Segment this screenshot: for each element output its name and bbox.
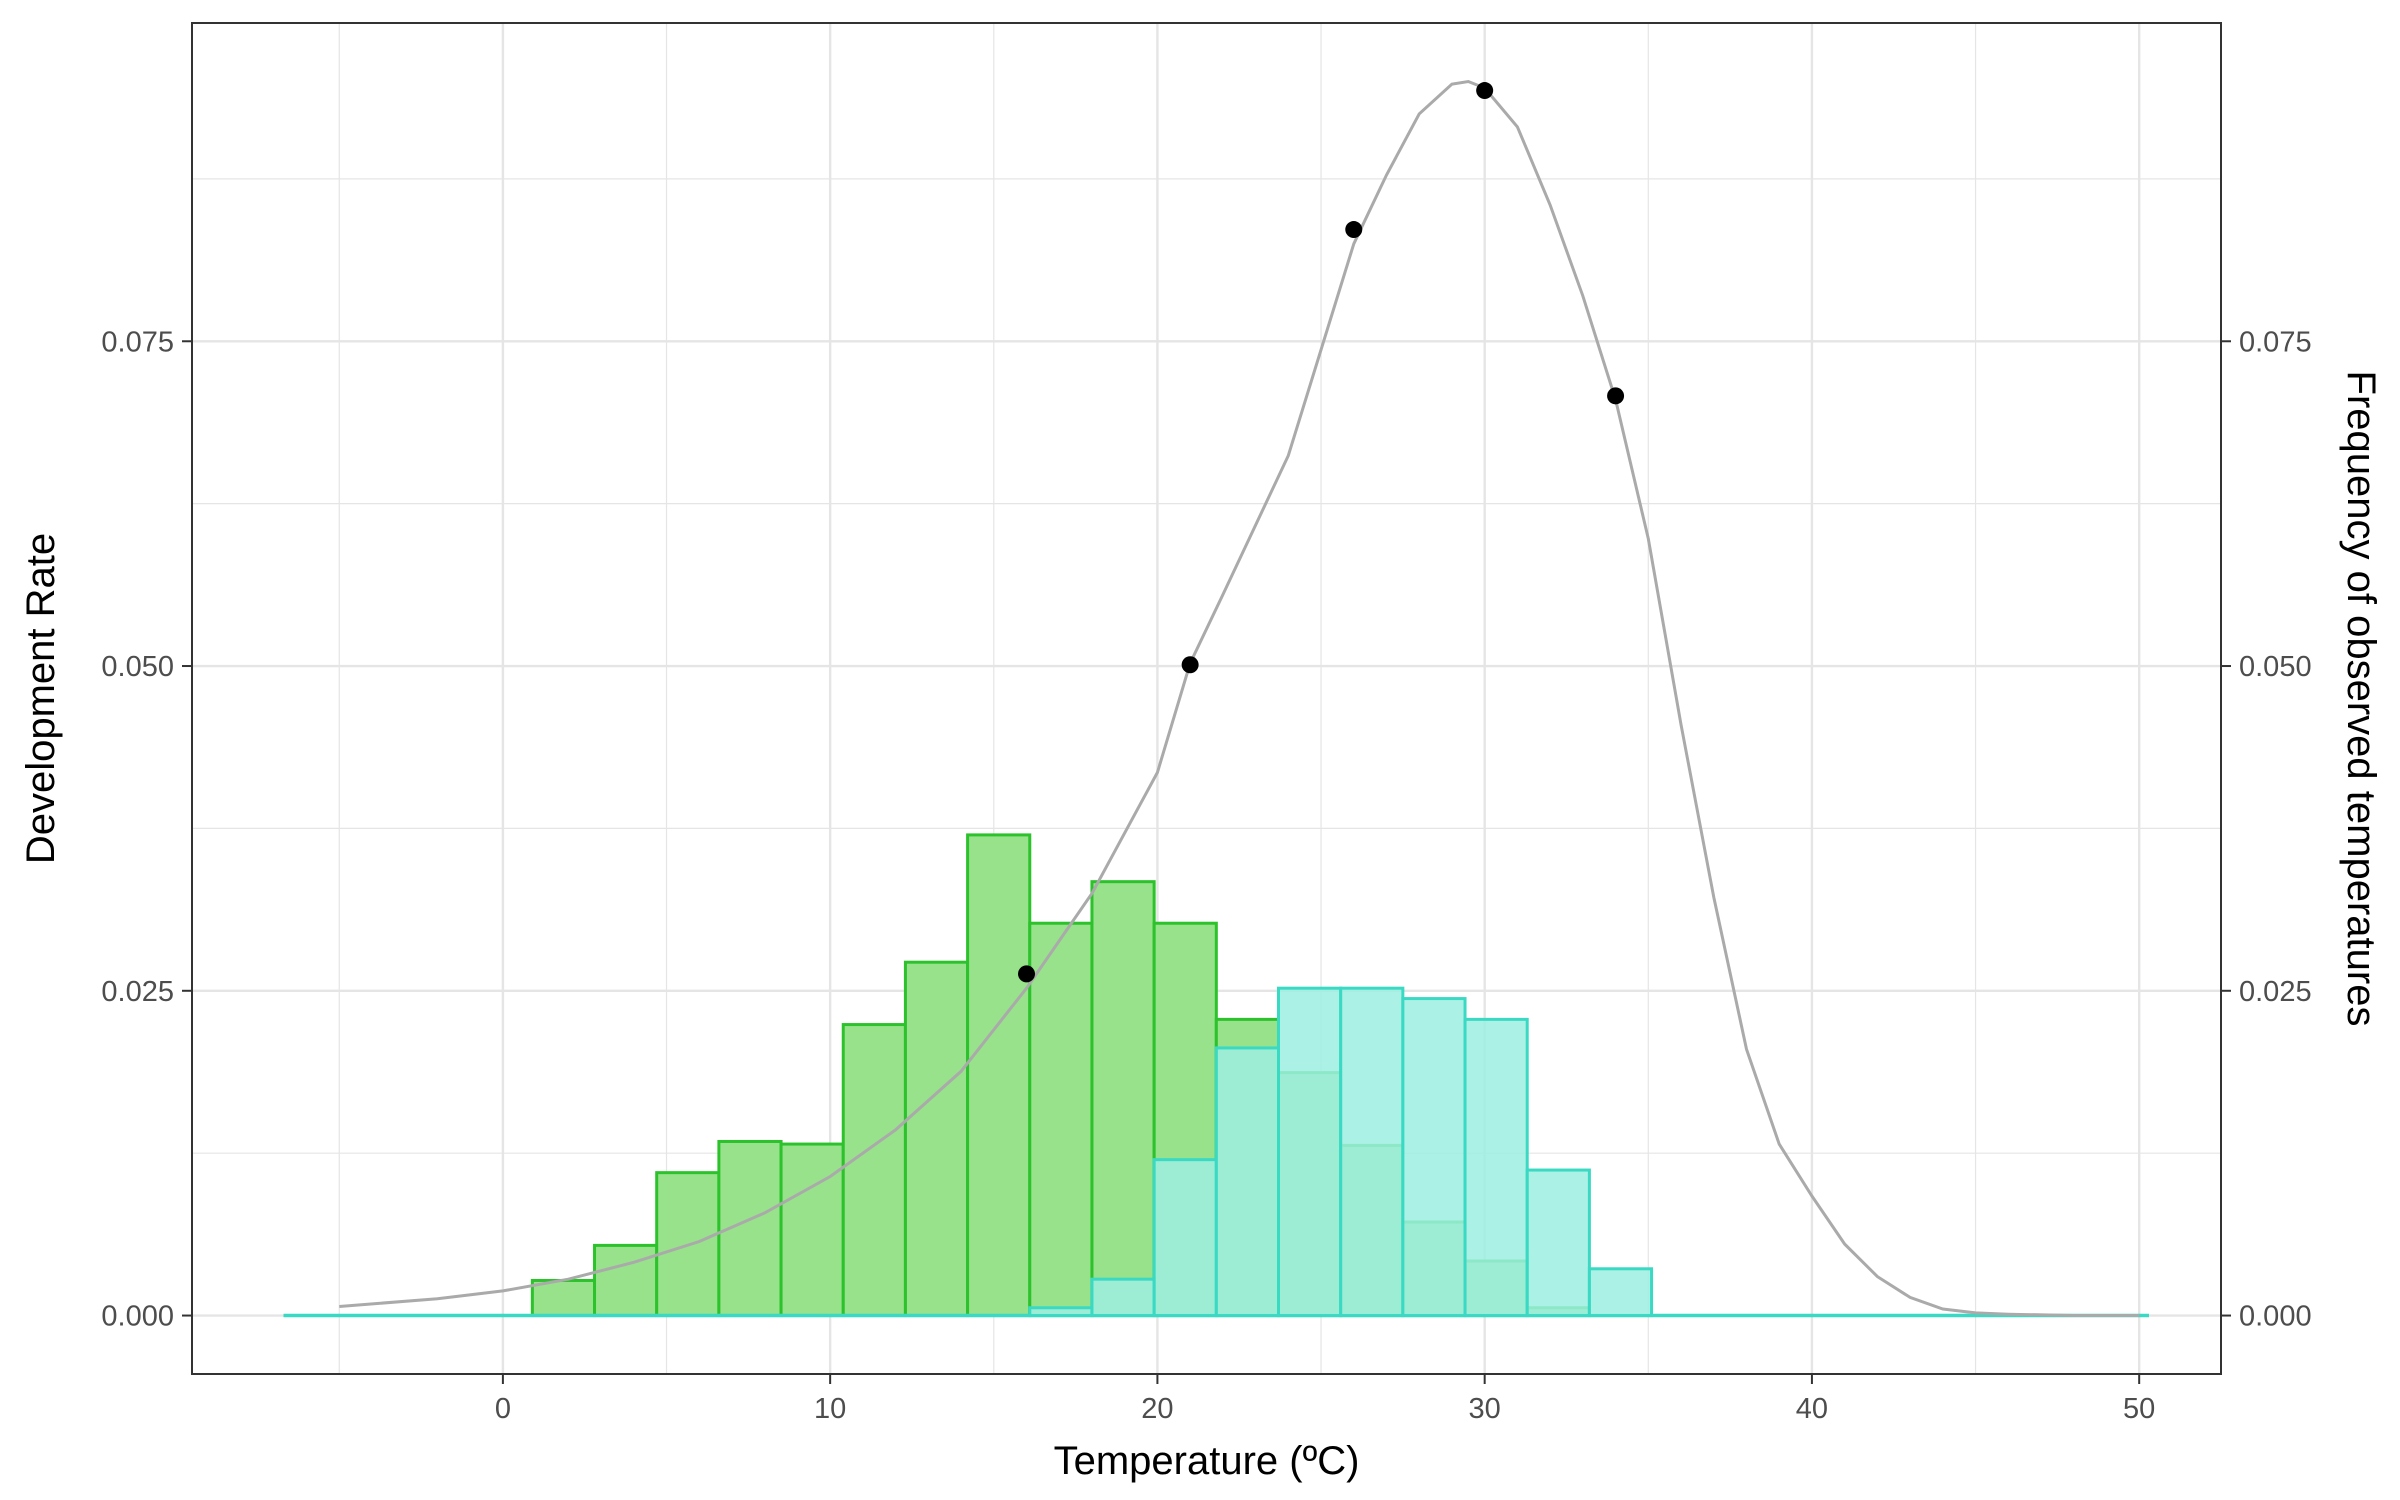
data-point: [1181, 656, 1199, 674]
x-axis-title: Temperature (ºC): [1054, 1439, 1360, 1483]
y2-axis-title: Frequency of observed temperatures: [2339, 371, 2383, 1027]
histogram-bar-green: [966, 833, 1032, 1318]
axes: 0 10 20 30 40 50 0.000 0.000 0.025 0.025 0.050 0.05…: [101, 326, 2311, 1425]
y-tick-label-right: 0.050: [2239, 651, 2312, 683]
histogram-bar-cyan: [1587, 1267, 1654, 1318]
histogram-bar-green: [530, 1278, 597, 1318]
y-tick-label-left: 0.025: [101, 976, 174, 1008]
data-point: [1476, 82, 1494, 100]
x-tick-label: 10: [814, 1393, 846, 1425]
histogram-bar-green: [1028, 921, 1094, 1318]
x-tick-label: 20: [1141, 1393, 1173, 1425]
histogram-bar-cyan: [1214, 1046, 1280, 1318]
observed-points: [1018, 82, 1625, 983]
histogram-bar-green: [903, 960, 970, 1318]
histogram-bar-cyan: [1152, 1158, 1218, 1318]
histogram-bar-cyan: [1090, 1277, 1156, 1318]
data-point: [1018, 965, 1036, 983]
y-axis-title: Development Rate: [19, 533, 63, 864]
y-tick-label-left: 0.050: [101, 651, 174, 683]
y-tick-label-right: 0.000: [2239, 1301, 2312, 1333]
histogram-bar-cyan: [1276, 986, 1343, 1318]
curve-line: [339, 79, 2140, 1317]
histogram-bar-cyan: [1339, 986, 1405, 1318]
data-point: [1345, 221, 1363, 239]
histogram-cyan: [283, 986, 2150, 1318]
data-point: [1607, 387, 1625, 405]
x-tick-label: 50: [2123, 1393, 2155, 1425]
development-curve: [339, 79, 2140, 1317]
y-tick-label-left: 0.000: [101, 1301, 174, 1333]
y-tick-label-right: 0.025: [2239, 976, 2312, 1008]
y-tick-label-right: 0.075: [2239, 326, 2312, 358]
histogram-bar-green: [1090, 880, 1156, 1318]
histogram-bar-cyan: [1401, 997, 1467, 1318]
histogram-bar-cyan: [1028, 1306, 1094, 1318]
y-tick-label-left: 0.075: [101, 326, 174, 358]
panel-border: [191, 22, 2222, 1375]
histogram-bar-cyan: [1463, 1017, 1529, 1318]
histogram-bar-green: [841, 1023, 907, 1318]
histogram-bar-green: [593, 1243, 659, 1318]
x-tick-label: 40: [1796, 1393, 1828, 1425]
x-tick-label: 30: [1469, 1393, 1501, 1425]
x-tick-label: 0: [495, 1393, 511, 1425]
histogram-bar-green: [779, 1142, 845, 1318]
histogram-bar-cyan: [1525, 1168, 1591, 1318]
